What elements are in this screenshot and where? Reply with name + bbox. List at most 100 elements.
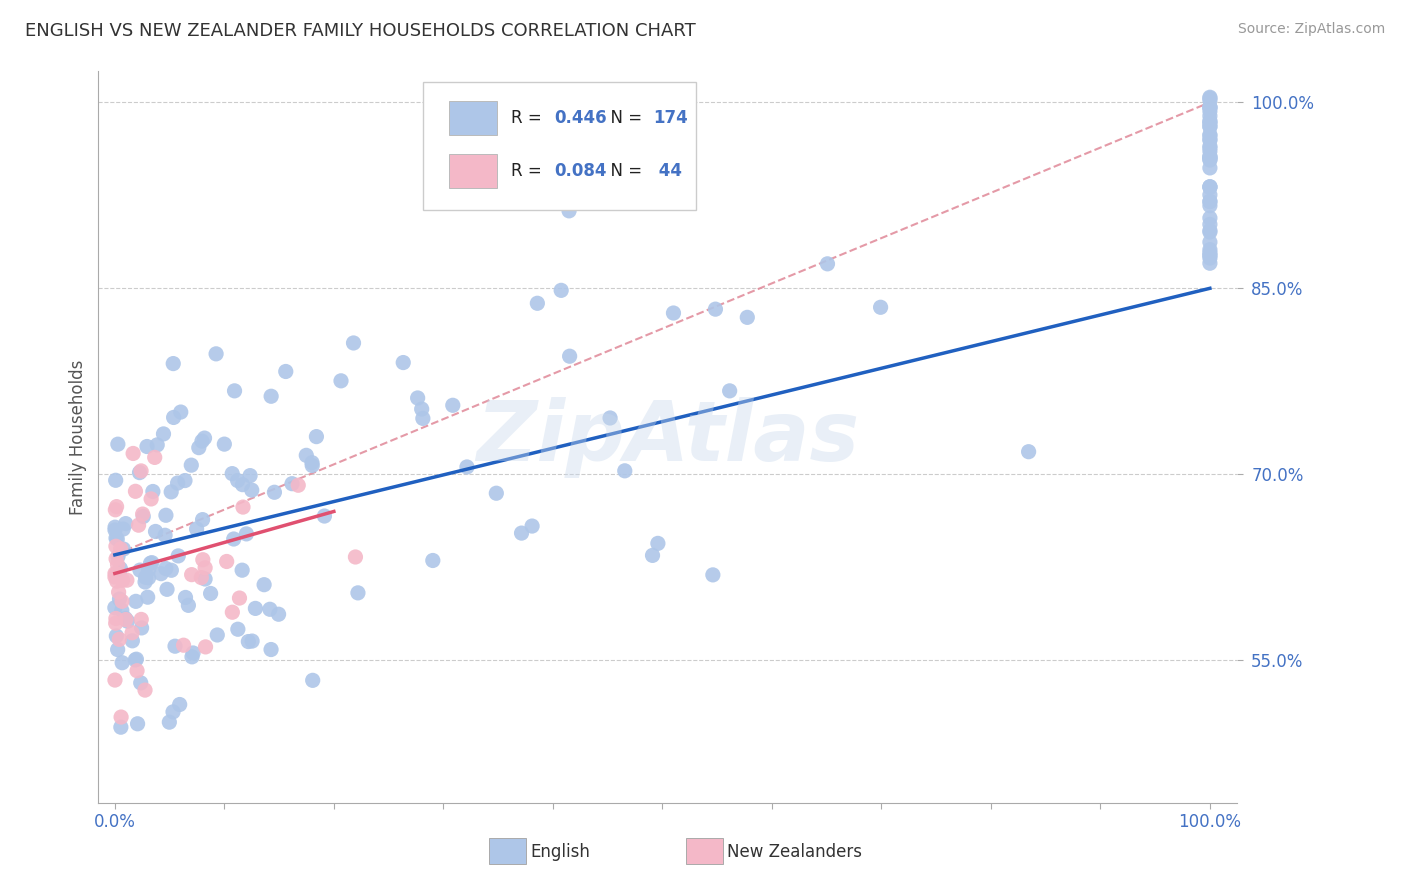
Point (129, 464, 152, 478)
Point (112, 542, 135, 557)
Point (737, 310, 759, 325)
Point (228, 591, 250, 605)
Point (526, 296, 548, 310)
Point (124, 484, 146, 499)
Point (301, 673, 323, 688)
Point (1018, 444, 1040, 458)
Point (1199, 100, 1222, 114)
Point (132, 509, 155, 524)
Point (1199, 180, 1222, 194)
Point (456, 460, 478, 475)
Point (1199, 109, 1222, 123)
Point (647, 536, 669, 550)
Point (187, 441, 209, 455)
Point (194, 572, 217, 586)
Point (1199, 132, 1222, 146)
Point (1199, 144, 1222, 158)
Point (1199, 243, 1222, 257)
Point (181, 646, 204, 660)
Text: New Zealanders: New Zealanders (727, 843, 862, 861)
Point (613, 464, 636, 478)
Point (105, 531, 128, 545)
Text: R =: R = (510, 161, 547, 180)
Point (129, 612, 152, 626)
Point (1199, 187, 1222, 202)
Text: N =: N = (599, 109, 647, 128)
Text: 0.084: 0.084 (554, 161, 606, 180)
Point (139, 491, 162, 506)
Point (146, 438, 169, 452)
Point (1199, 161, 1222, 175)
Point (558, 203, 581, 218)
Point (104, 523, 127, 537)
Point (155, 561, 177, 575)
Point (281, 476, 304, 491)
Point (305, 429, 328, 443)
Point (162, 357, 184, 371)
Text: N =: N = (599, 161, 647, 180)
Point (287, 478, 309, 492)
Point (344, 549, 367, 564)
Point (194, 561, 217, 575)
Point (1199, 133, 1222, 147)
Point (641, 549, 664, 563)
Point (114, 611, 136, 625)
Point (260, 642, 283, 657)
Point (392, 355, 415, 369)
Point (104, 566, 127, 581)
Point (104, 570, 127, 584)
Point (191, 552, 214, 566)
Point (259, 602, 281, 616)
Point (143, 450, 166, 465)
Point (295, 448, 318, 462)
Point (1199, 90, 1222, 104)
Point (125, 594, 148, 608)
Point (342, 336, 364, 351)
Point (1199, 100, 1222, 114)
Point (1199, 194, 1222, 209)
Point (169, 698, 191, 712)
Point (105, 500, 128, 514)
Point (510, 526, 533, 541)
Point (142, 484, 165, 499)
Point (1199, 249, 1222, 263)
Point (1199, 91, 1222, 105)
Point (330, 374, 353, 388)
Point (1199, 179, 1222, 194)
Point (238, 634, 260, 648)
Point (128, 466, 150, 480)
Point (411, 402, 433, 417)
Text: 44: 44 (652, 161, 682, 180)
Point (406, 391, 429, 405)
Point (253, 577, 276, 591)
Point (105, 552, 128, 566)
FancyBboxPatch shape (423, 82, 696, 211)
Point (226, 474, 249, 488)
Point (110, 720, 132, 734)
Point (131, 621, 153, 635)
Point (145, 524, 167, 539)
Point (1199, 251, 1222, 265)
Point (112, 522, 135, 536)
Point (134, 574, 156, 589)
Text: 174: 174 (652, 109, 688, 128)
Point (267, 607, 290, 622)
Text: R =: R = (510, 109, 547, 128)
Point (1199, 225, 1222, 239)
Point (125, 652, 148, 666)
Point (817, 257, 839, 271)
Point (136, 590, 159, 604)
Point (1199, 113, 1222, 128)
Point (558, 349, 581, 363)
Point (127, 716, 149, 731)
Point (1199, 141, 1222, 155)
Point (1199, 120, 1222, 134)
Point (104, 616, 127, 631)
Point (180, 458, 202, 472)
Point (260, 389, 283, 403)
Point (240, 634, 263, 648)
Point (111, 603, 134, 617)
Point (138, 563, 160, 577)
Point (107, 549, 129, 564)
Point (1199, 104, 1222, 119)
